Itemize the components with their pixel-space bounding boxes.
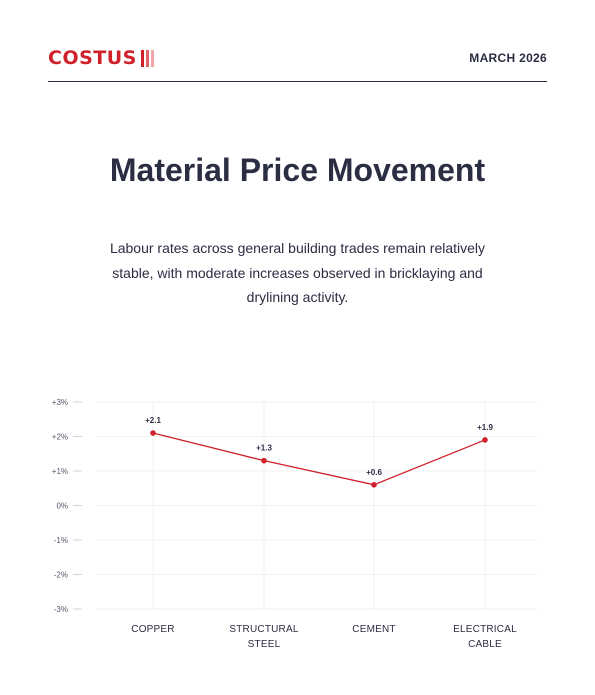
- data-point: [150, 430, 156, 436]
- series-line: [152, 432, 486, 486]
- x-category-label: ELECTRICAL CABLE: [430, 622, 540, 652]
- y-tick-label: +3%: [52, 398, 68, 407]
- x-category-label-line: STRUCTURAL: [229, 624, 299, 635]
- data-point: [371, 482, 377, 488]
- y-tick-label: -1%: [54, 536, 68, 545]
- x-category-label-line: CABLE: [468, 639, 502, 650]
- y-tick-label: 0%: [56, 502, 68, 511]
- y-tick-label: -2%: [54, 571, 68, 580]
- x-category-label-line: ELECTRICAL: [453, 624, 517, 635]
- brand-logo: COSTUS: [48, 47, 156, 69]
- price-movement-chart: +3% +2% +1% 0% -1% -2% -3% +2.1 +1.3 +0.6 +1.9: [52, 398, 538, 614]
- x-category-label-line: STEEL: [247, 639, 281, 650]
- data-point: [482, 437, 488, 443]
- data-point: [261, 457, 267, 464]
- x-category-label: CEMENT: [319, 622, 429, 637]
- y-tick-label: +2%: [52, 433, 68, 442]
- x-category-label: STRUCTURAL STEEL: [209, 622, 319, 652]
- x-category-label-line: CEMENT: [352, 624, 396, 635]
- y-tick-label: +1%: [52, 467, 68, 476]
- x-category-label-line: COPPER: [131, 624, 175, 635]
- data-label: +0.6: [366, 468, 382, 477]
- data-label: +1.9: [477, 423, 493, 432]
- data-label: +2.1: [145, 416, 161, 425]
- data-label: +1.3: [256, 444, 272, 453]
- x-category-label: COPPER: [98, 622, 208, 637]
- report-header: COSTUS MARCH 2026: [48, 44, 547, 82]
- report-date: MARCH 2026: [469, 51, 547, 65]
- page-description: Labour rates across general building tra…: [109, 240, 486, 305]
- brand-name: COSTUS: [48, 47, 137, 69]
- page-title: Material Price Movement: [109, 152, 486, 188]
- y-tick-label: -3%: [54, 605, 68, 614]
- logo-bars-icon: [140, 49, 156, 67]
